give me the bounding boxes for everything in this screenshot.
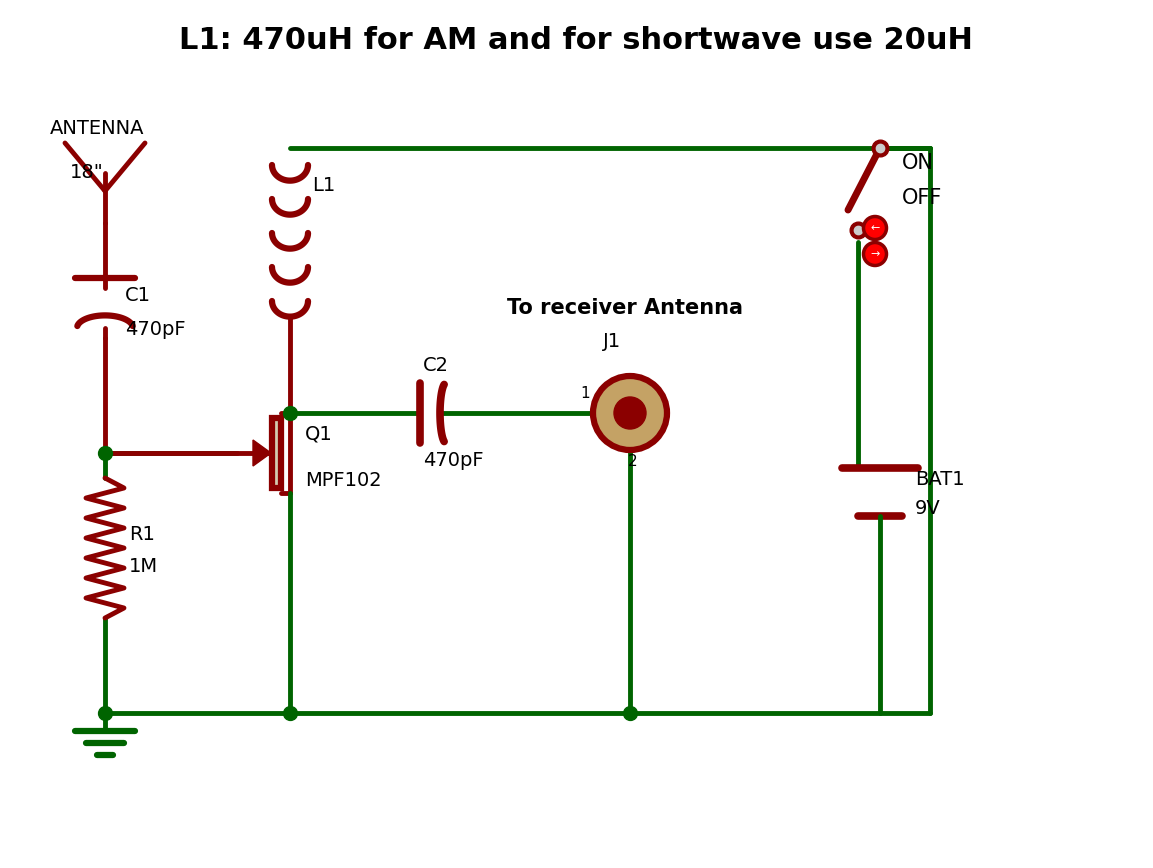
Text: 1M: 1M <box>129 556 158 575</box>
Polygon shape <box>253 440 271 466</box>
Text: MPF102: MPF102 <box>306 471 382 490</box>
Circle shape <box>593 376 666 450</box>
Circle shape <box>615 397 646 429</box>
Circle shape <box>864 216 887 240</box>
Text: ON: ON <box>902 153 934 173</box>
Text: C2: C2 <box>423 356 449 375</box>
Text: 1: 1 <box>580 386 590 401</box>
Text: 470pF: 470pF <box>423 451 483 470</box>
Text: OFF: OFF <box>902 188 942 208</box>
Text: 2: 2 <box>628 454 638 469</box>
Text: 470pF: 470pF <box>125 320 186 339</box>
Text: ←: ← <box>871 223 880 233</box>
Bar <box>272 418 281 488</box>
Text: R1: R1 <box>129 524 155 543</box>
Text: C1: C1 <box>125 286 151 305</box>
Text: L1: 470uH for AM and for shortwave use 20uH: L1: 470uH for AM and for shortwave use 2… <box>179 26 973 55</box>
Text: To receiver Antenna: To receiver Antenna <box>507 298 743 318</box>
Text: L1: L1 <box>312 176 336 195</box>
Text: 18": 18" <box>70 163 104 182</box>
Text: →: → <box>871 249 880 259</box>
Bar <box>272 418 281 488</box>
Text: 9V: 9V <box>915 499 941 518</box>
Circle shape <box>864 242 887 266</box>
Text: ANTENNA: ANTENNA <box>50 119 144 138</box>
Text: Q1: Q1 <box>306 424 333 443</box>
Text: J1: J1 <box>603 332 621 351</box>
Text: BAT1: BAT1 <box>915 470 965 489</box>
